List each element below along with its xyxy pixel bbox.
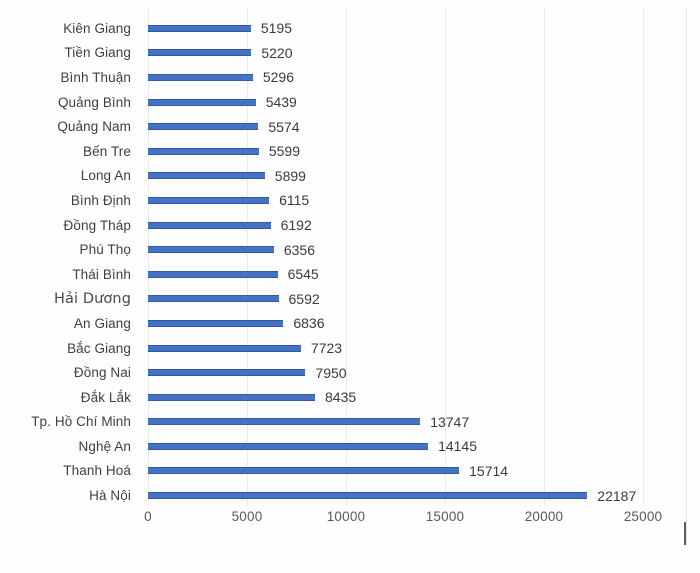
x-tick-label: 15000	[425, 509, 465, 524]
bar	[148, 442, 429, 450]
value-label: 6592	[288, 290, 320, 307]
bar	[148, 196, 270, 204]
value-label: 5195	[260, 20, 293, 37]
x-tick-label: 0	[144, 509, 152, 524]
bar	[148, 295, 279, 303]
bar	[148, 344, 301, 352]
value-label: 6545	[287, 266, 319, 283]
bar	[148, 393, 315, 401]
value-label: 14145	[438, 438, 477, 455]
bar-row: Kiên Giang 5195	[0, 16, 700, 41]
category-label: Tp. Hồ Chí Minh	[31, 414, 131, 430]
category-label: Bắc Giang	[67, 340, 131, 356]
plot-right-border	[686, 8, 687, 545]
category-label: Quảng Bình	[57, 94, 131, 110]
bar	[148, 73, 253, 81]
plot-area	[148, 8, 686, 506]
value-label: 5574	[268, 118, 300, 135]
value-label: 6836	[293, 315, 325, 332]
value-label: 5296	[262, 69, 295, 86]
bar-row: An Giang 6836	[0, 311, 700, 336]
x-tick-label: 10000	[326, 509, 366, 524]
bar	[148, 270, 278, 278]
bar	[148, 369, 306, 377]
category-label: Thanh Hoá	[63, 463, 131, 479]
bar-row: Đắk Lắk 8435	[0, 385, 700, 410]
bar-row: Tiền Giang 5220	[0, 41, 700, 66]
category-label: Đồng Nai	[73, 365, 131, 381]
x-tick-label: 25000	[623, 509, 663, 524]
value-label: 6115	[279, 192, 310, 209]
value-label: 7723	[310, 340, 343, 357]
bar-row: Quảng Nam 5574	[0, 114, 700, 139]
bar-row: Đồng Nai 7950	[0, 360, 700, 385]
gridline-10000	[346, 8, 347, 506]
value-label: 22187	[597, 487, 637, 504]
bar	[148, 246, 274, 254]
bar-rows: Kiên Giang 5195 Tiền Giang 5220 Bình Thuận 52…	[0, 16, 700, 508]
bar	[148, 418, 421, 426]
category-label: Bình Định	[70, 192, 131, 208]
bar-row: Bắc Giang 7723	[0, 336, 700, 361]
category-label: An Giang	[73, 315, 131, 331]
category-label: Thái Bình	[72, 266, 131, 282]
bar	[148, 492, 588, 500]
bar-row: Bến Tre 5599	[0, 139, 700, 164]
bar	[148, 467, 460, 475]
category-label: Đồng Tháp	[63, 217, 131, 233]
value-label: 5899	[274, 167, 306, 184]
bar-row: Phú Thọ 6356	[0, 237, 700, 262]
category-label: Phú Thọ	[79, 242, 131, 258]
value-label: 15714	[469, 462, 509, 479]
category-label: Bến Tre	[83, 143, 131, 159]
bar	[148, 221, 271, 229]
bar-row: Hải Dương 6592	[0, 287, 700, 312]
bar	[148, 24, 251, 32]
bar	[148, 147, 259, 155]
bar-row: Long An 5899	[0, 164, 700, 189]
category-label: Tiền Giang	[64, 45, 131, 61]
bar-row: Đồng Tháp 6192	[0, 213, 700, 238]
gridline-25000	[643, 8, 644, 506]
category-label: Long An	[80, 168, 131, 184]
value-label: 5439	[265, 94, 297, 111]
gridline-15000	[445, 8, 446, 506]
x-tick-label: 20000	[524, 509, 564, 524]
gridline-0	[148, 8, 149, 506]
text-cursor-mark	[684, 522, 686, 545]
bar	[148, 319, 284, 327]
bar-row: Tp. Hồ Chí Minh 13747	[0, 410, 700, 435]
value-label: 5599	[268, 143, 301, 160]
category-label: Nghệ An	[78, 438, 131, 454]
bar	[148, 49, 252, 57]
gridline-5000	[247, 8, 248, 506]
bar	[148, 172, 265, 180]
bar-row: Quảng Bình 5439	[0, 90, 700, 115]
value-label: 6356	[283, 241, 315, 258]
category-label: Hà Nội	[89, 488, 131, 504]
gridline-20000	[544, 8, 545, 506]
value-label: 6192	[280, 217, 312, 234]
bar-row: Nghệ An 14145	[0, 434, 700, 459]
bar-row: Bình Thuận 5296	[0, 65, 700, 90]
bar	[148, 98, 256, 106]
bar-row: Thanh Hoá 15714	[0, 459, 700, 484]
value-label: 7950	[315, 364, 347, 381]
bar-row: Hà Nội 22187	[0, 483, 700, 508]
value-label: 8435	[325, 389, 357, 406]
value-label: 5220	[261, 44, 293, 61]
category-label: Bình Thuận	[60, 69, 131, 85]
category-label: Hải Dương	[54, 290, 131, 307]
x-tick-label: 5000	[231, 509, 263, 524]
category-label: Quảng Nam	[57, 119, 131, 135]
category-label: Đắk Lắk	[80, 389, 131, 405]
x-axis: 0 5000 10000 15000 20000 25000	[0, 509, 700, 529]
value-label: 13747	[430, 413, 470, 430]
bar	[148, 123, 259, 131]
bar-row: Bình Định 6115	[0, 188, 700, 213]
bar-row: Thái Bình 6545	[0, 262, 700, 287]
category-label: Kiên Giang	[63, 20, 131, 36]
